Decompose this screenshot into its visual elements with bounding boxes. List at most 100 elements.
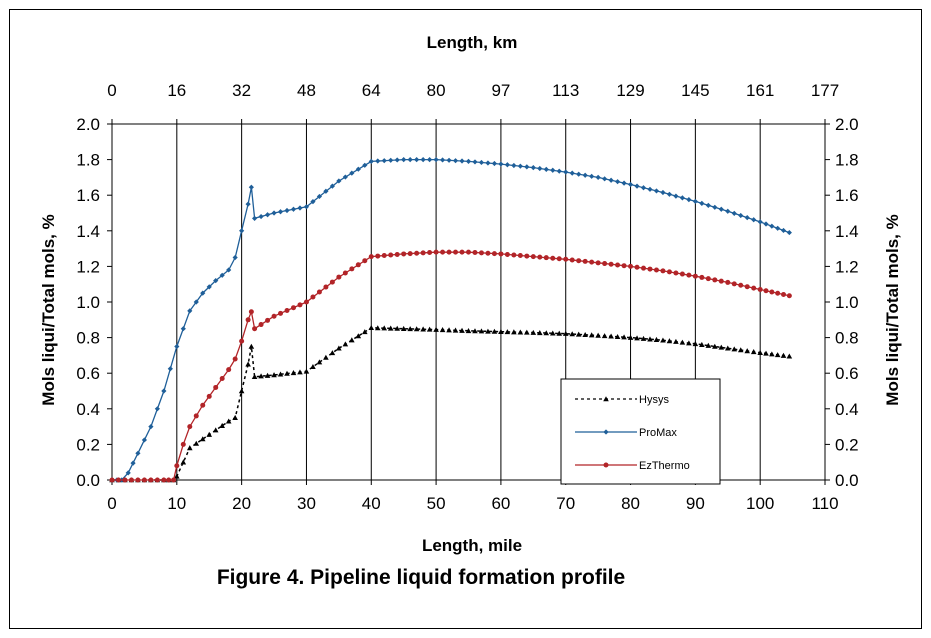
data-point-ezthermo [569, 257, 575, 263]
data-point-ezthermo [751, 285, 757, 291]
series-promax [109, 157, 792, 483]
legend-marker-hysys [603, 396, 609, 402]
data-point-promax [725, 208, 731, 214]
data-point-hysys [731, 346, 738, 352]
data-point-ezthermo [109, 477, 115, 483]
data-point-promax [148, 424, 154, 430]
data-point-ezthermo [641, 265, 647, 271]
data-point-ezthermo [673, 270, 679, 276]
y-tick-label: 1.8 [76, 151, 100, 170]
data-point-hysys [238, 388, 245, 394]
data-point-hysys [433, 326, 439, 332]
data-point-hysys [186, 445, 193, 451]
data-point-ezthermo [278, 310, 284, 316]
data-point-ezthermo [666, 269, 672, 275]
data-point-promax [524, 164, 530, 170]
data-point-hysys [774, 352, 781, 358]
data-point-promax [679, 195, 685, 201]
data-point-ezthermo [362, 258, 368, 264]
data-point-ezthermo [615, 262, 621, 268]
data-point-promax [478, 159, 485, 166]
data-point-ezthermo [245, 317, 251, 323]
data-point-ezthermo [219, 376, 225, 382]
data-point-ezthermo [530, 254, 536, 260]
data-point-promax [349, 170, 355, 176]
data-point-hysys [621, 334, 627, 340]
data-point-ezthermo [699, 274, 705, 280]
x-tick-label: 10 [167, 494, 186, 513]
data-point-hysys [653, 336, 660, 342]
data-point-ezthermo [634, 264, 640, 270]
data-point-promax [576, 171, 582, 177]
data-point-hysys [465, 328, 472, 334]
data-point-hysys [601, 333, 608, 339]
data-point-ezthermo [232, 356, 238, 362]
data-point-ezthermo [187, 424, 193, 430]
data-point-ezthermo [582, 258, 588, 264]
data-point-ezthermo [459, 249, 465, 255]
data-point-hysys [420, 326, 426, 332]
data-point-ezthermo [511, 252, 517, 258]
data-point-hysys [679, 339, 686, 345]
data-point-hysys [290, 370, 297, 376]
data-point-hysys [517, 329, 524, 335]
data-point-promax [569, 170, 575, 176]
data-point-ezthermo [446, 249, 452, 255]
data-point-hysys [284, 370, 290, 376]
data-point-promax [368, 158, 374, 164]
data-point-ezthermo [786, 293, 792, 299]
legend-label-hysys: Hysys [639, 394, 669, 406]
data-point-hysys [640, 335, 647, 341]
data-point-ezthermo [265, 317, 271, 323]
figure-caption: Figure 4. Pipeline liquid formation prof… [217, 566, 625, 589]
data-point-hysys [297, 369, 303, 375]
data-point-promax [543, 166, 549, 172]
y-axis-title: Mols liqui/Total mols, % [39, 214, 58, 405]
data-point-ezthermo [193, 413, 199, 419]
y-tick-label: 0.8 [76, 329, 100, 348]
y-tick-label: 0.2 [76, 435, 100, 454]
data-point-hysys [248, 343, 255, 349]
data-point-promax [174, 343, 180, 350]
y-tick-label: 1.2 [76, 257, 100, 276]
data-point-ezthermo [394, 251, 400, 257]
data-point-hysys [323, 354, 329, 360]
data-point-promax [297, 205, 303, 211]
x2-tick-label: 80 [427, 81, 446, 100]
y2-tick-label: 1.2 [835, 257, 859, 276]
data-point-promax [252, 215, 258, 221]
data-point-hysys [686, 340, 692, 346]
data-point-promax [290, 206, 297, 212]
data-point-hysys [549, 330, 556, 336]
data-point-promax [692, 198, 698, 205]
data-point-promax [504, 162, 510, 168]
series-layer [109, 157, 793, 483]
y-tick-label: 1.4 [76, 222, 100, 241]
data-point-hysys [673, 338, 679, 344]
y-tick-label: 2.0 [76, 115, 100, 134]
data-point-ezthermo [498, 251, 504, 257]
data-point-hysys [569, 331, 576, 337]
data-point-ezthermo [135, 477, 141, 483]
data-point-promax [602, 176, 608, 182]
data-point-hysys [556, 330, 563, 336]
legend-item-hysys: Hysys [575, 394, 669, 406]
y2-tick-label: 0.0 [835, 471, 859, 490]
data-point-ezthermo [757, 287, 763, 293]
data-point-hysys [627, 334, 634, 340]
data-point-promax [686, 197, 692, 203]
data-point-hysys [595, 332, 601, 338]
data-point-promax [621, 180, 627, 186]
data-point-hysys [575, 331, 582, 337]
data-point-ezthermo [115, 477, 121, 483]
x2-tick-label: 145 [681, 81, 709, 100]
data-point-hysys [786, 353, 793, 359]
data-point-promax [614, 179, 621, 185]
data-point-hysys [582, 331, 588, 337]
data-point-ezthermo [258, 322, 264, 328]
data-point-ezthermo [537, 254, 543, 260]
data-point-hysys [400, 325, 407, 331]
data-point-hysys [647, 336, 653, 342]
x2-axis-title: Length, km [427, 33, 518, 52]
data-point-ezthermo [290, 305, 296, 311]
